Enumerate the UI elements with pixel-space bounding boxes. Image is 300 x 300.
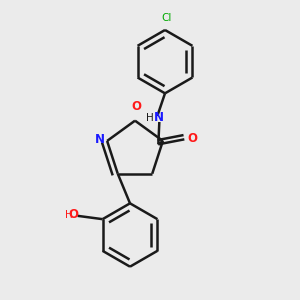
Text: N: N xyxy=(95,133,105,146)
Text: O: O xyxy=(131,100,141,113)
Text: O: O xyxy=(188,132,198,145)
Text: H: H xyxy=(65,210,73,220)
Text: N: N xyxy=(154,111,164,124)
Text: O: O xyxy=(69,208,79,221)
Text: Cl: Cl xyxy=(161,13,172,23)
Text: H: H xyxy=(146,113,154,123)
